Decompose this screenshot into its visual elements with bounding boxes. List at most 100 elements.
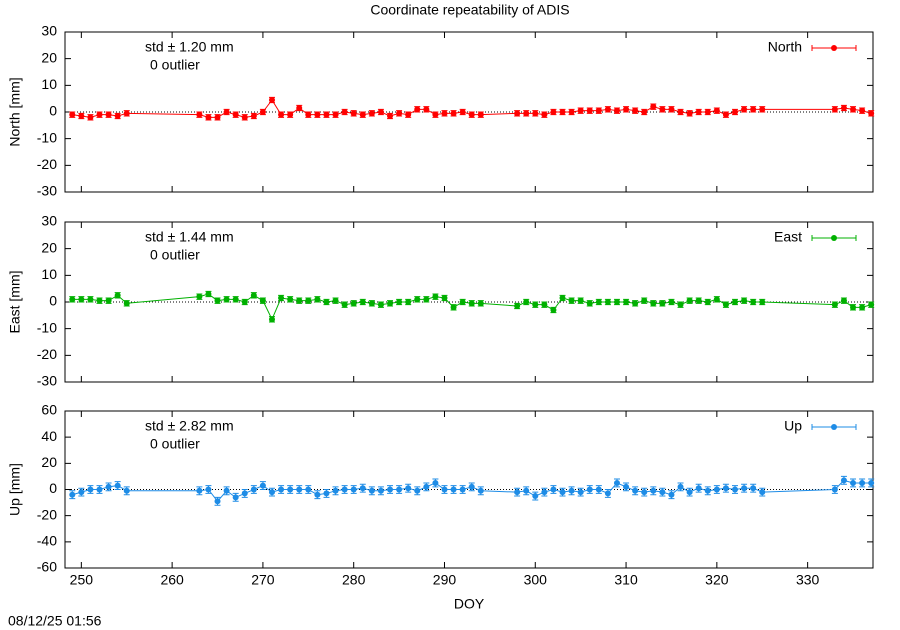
data-point: [868, 301, 875, 308]
data-point: [732, 486, 739, 493]
data-point: [368, 487, 375, 494]
data-point: [641, 297, 648, 304]
data-point: [659, 106, 666, 113]
y-tick-label: 10: [41, 76, 57, 92]
data-point: [387, 113, 394, 119]
data-point: [123, 110, 130, 117]
data-point: [441, 295, 448, 301]
data-point: [668, 106, 675, 113]
data-point: [314, 296, 321, 303]
data-point: [459, 486, 466, 493]
data-point: [677, 483, 684, 490]
data-point: [305, 111, 312, 118]
data-point: [695, 109, 702, 115]
data-point: [586, 107, 593, 114]
data-point: [423, 483, 430, 490]
data-point: [250, 292, 257, 299]
data-point: [559, 109, 566, 115]
data-point: [214, 498, 221, 505]
data-point: [432, 111, 439, 118]
data-point: [96, 297, 103, 304]
data-point: [604, 299, 611, 305]
data-point: [514, 303, 521, 309]
data-point: [105, 297, 112, 304]
data-point: [523, 299, 530, 305]
outlier-annotation: 0 outlier: [150, 57, 200, 73]
data-point: [859, 107, 866, 114]
data-point: [514, 110, 521, 117]
data-point: [123, 300, 130, 307]
data-point: [840, 297, 847, 304]
data-point: [259, 297, 266, 304]
y-tick-label: 40: [41, 428, 57, 444]
data-point: [659, 489, 666, 496]
data-point: [523, 110, 530, 117]
legend-label: Up: [784, 418, 802, 434]
data-point: [387, 300, 394, 307]
data-point: [659, 300, 666, 307]
data-point: [387, 486, 394, 493]
data-point: [241, 490, 248, 497]
data-point: [514, 489, 521, 496]
y-tick-label: 20: [41, 49, 57, 65]
data-point: [450, 110, 457, 117]
data-point: [641, 489, 648, 496]
x-tick-label: 290: [433, 572, 457, 588]
data-point: [686, 110, 693, 117]
y-tick-label: -60: [37, 559, 57, 575]
x-tick-label: 310: [614, 572, 638, 588]
data-point: [831, 106, 838, 113]
data-point: [586, 486, 593, 493]
data-point: [468, 300, 475, 307]
data-point: [114, 113, 121, 119]
y-tick-label: 60: [41, 402, 57, 418]
data-point: [668, 299, 675, 305]
data-point: [196, 111, 203, 118]
outlier-annotation: 0 outlier: [150, 436, 200, 452]
data-point: [532, 493, 539, 500]
data-point: [396, 486, 403, 493]
data-point: [241, 299, 248, 305]
data-point: [78, 489, 85, 496]
data-point: [741, 106, 748, 113]
data-point: [604, 490, 611, 497]
data-point: [78, 113, 85, 119]
data-point: [377, 301, 384, 308]
data-point: [568, 109, 575, 115]
data-point: [750, 485, 757, 492]
y-tick-label: -20: [37, 156, 57, 172]
data-point: [686, 297, 693, 304]
y-tick-label: -20: [37, 506, 57, 522]
data-point: [550, 109, 557, 115]
data-point: [114, 292, 121, 299]
data-point: [350, 486, 357, 493]
timestamp: 08/12/25 01:56: [8, 613, 102, 629]
data-point: [296, 297, 303, 304]
data-point: [341, 486, 348, 493]
data-point: [278, 111, 285, 118]
data-point: [314, 491, 321, 498]
data-point: [559, 489, 566, 496]
std-annotation: std ± 2.82 mm: [145, 418, 234, 434]
y-tick-label: -10: [37, 319, 57, 335]
data-point: [223, 296, 230, 303]
data-point: [377, 109, 384, 115]
data-point: [568, 297, 575, 304]
data-point: [350, 110, 357, 117]
data-point: [268, 97, 275, 103]
data-point: [214, 297, 221, 304]
data-point: [577, 297, 584, 304]
y-tick-label: 0: [49, 293, 57, 309]
data-point: [477, 111, 484, 118]
data-point: [441, 110, 448, 117]
data-point: [377, 487, 384, 494]
data-point: [704, 299, 711, 305]
data-point: [477, 487, 484, 494]
data-point: [414, 106, 421, 113]
data-point: [414, 296, 421, 303]
data-point: [686, 489, 693, 496]
data-point: [541, 301, 548, 308]
data-point: [713, 486, 720, 493]
y-tick-label: 20: [41, 239, 57, 255]
data-point: [105, 483, 112, 490]
